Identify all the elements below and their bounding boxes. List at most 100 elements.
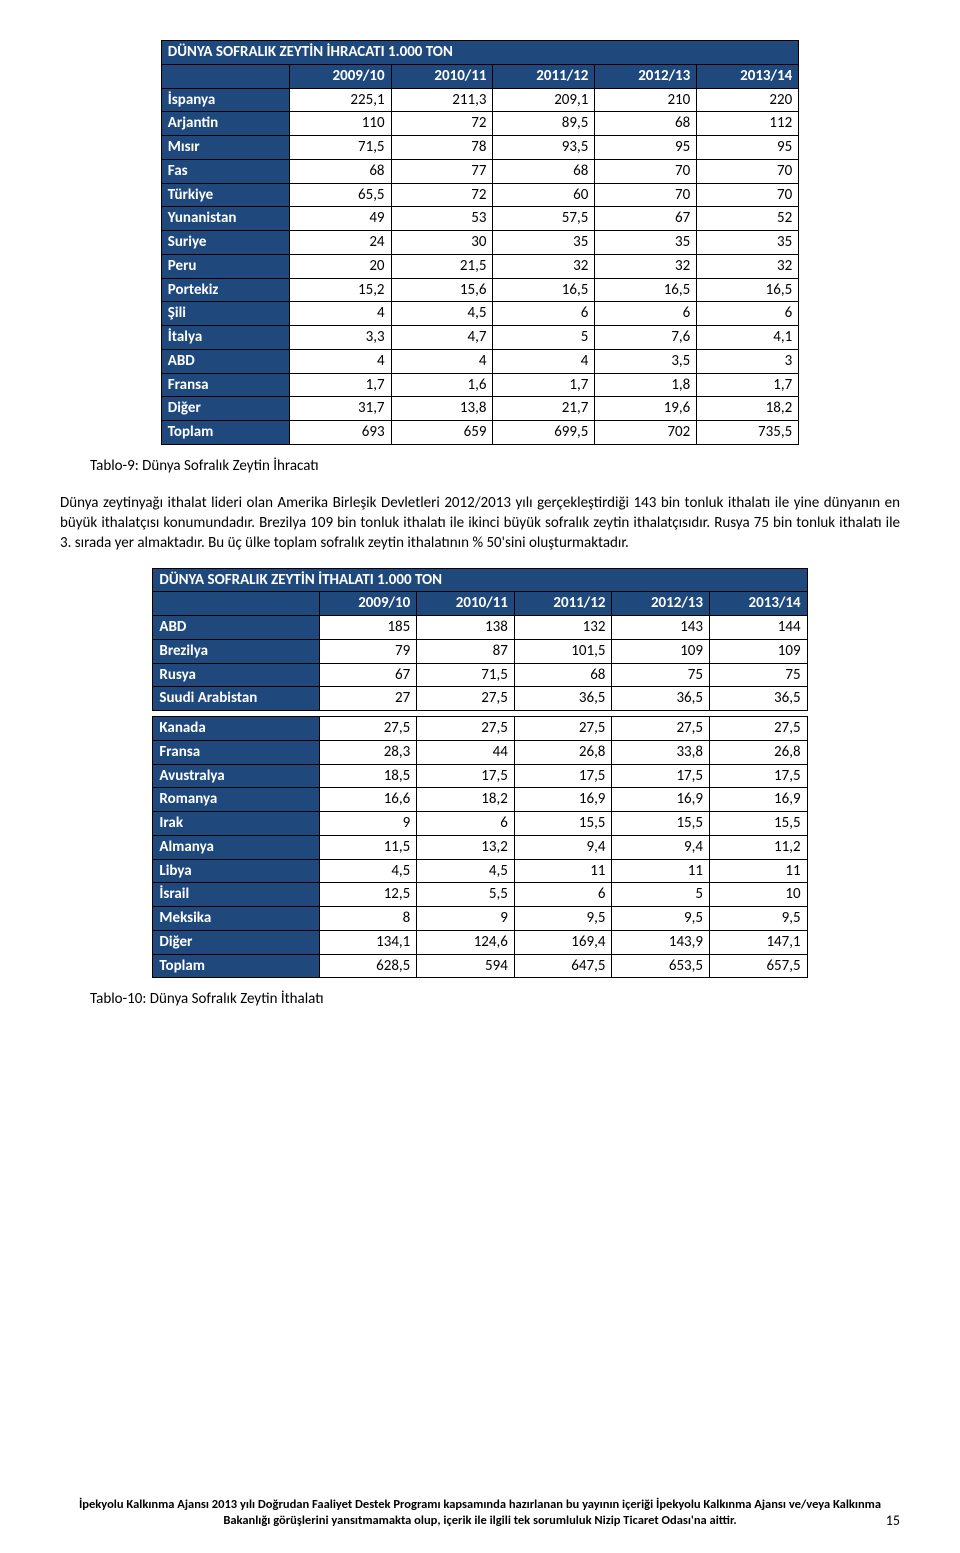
row-label: Meksika — [153, 907, 319, 931]
cell-value: 1,6 — [391, 373, 493, 397]
import-table: DÜNYA SOFRALIK ZEYTİN İTHALATI 1.000 TON… — [152, 568, 807, 979]
import-table-years-row: 2009/10 2010/11 2011/12 2012/13 2013/14 — [153, 592, 807, 616]
cell-value: 15,2 — [289, 278, 391, 302]
cell-value: 16,9 — [612, 788, 710, 812]
cell-value: 6 — [697, 302, 799, 326]
cell-value: 27,5 — [319, 717, 417, 741]
cell-value: 9,5 — [710, 907, 808, 931]
row-label: ABD — [161, 349, 289, 373]
cell-value: 75 — [612, 663, 710, 687]
cell-value: 72 — [391, 112, 493, 136]
year-col: 2013/14 — [697, 64, 799, 88]
cell-value: 628,5 — [319, 954, 417, 978]
cell-value: 15,5 — [514, 812, 612, 836]
table-row: Toplam628,5594647,5653,5657,5 — [153, 954, 807, 978]
cell-value: 1,7 — [289, 373, 391, 397]
table-row: İsrail12,55,56510 — [153, 883, 807, 907]
import-table-caption: Tablo-10: Dünya Sofralık Zeytin İthalatı — [90, 990, 900, 1008]
cell-value: 32 — [595, 254, 697, 278]
cell-value: 9,4 — [514, 835, 612, 859]
cell-value: 4,1 — [697, 326, 799, 350]
table-row: Meksika899,59,59,5 — [153, 907, 807, 931]
row-label: Suriye — [161, 231, 289, 255]
row-label: Yunanistan — [161, 207, 289, 231]
cell-value: 132 — [514, 616, 612, 640]
cell-value: 3 — [697, 349, 799, 373]
cell-value: 594 — [417, 954, 515, 978]
cell-value: 211,3 — [391, 88, 493, 112]
cell-value: 147,1 — [710, 930, 808, 954]
cell-value: 143 — [612, 616, 710, 640]
export-table-caption: Tablo-9: Dünya Sofralık Zeytin İhracatı — [90, 457, 900, 475]
cell-value: 31,7 — [289, 397, 391, 421]
cell-value: 5,5 — [417, 883, 515, 907]
cell-value: 35 — [595, 231, 697, 255]
row-label: Diğer — [153, 930, 319, 954]
cell-value: 18,2 — [697, 397, 799, 421]
blank-header — [161, 64, 289, 88]
cell-value: 7,6 — [595, 326, 697, 350]
cell-value: 15,6 — [391, 278, 493, 302]
cell-value: 44 — [417, 740, 515, 764]
cell-value: 24 — [289, 231, 391, 255]
cell-value: 30 — [391, 231, 493, 255]
footer-disclaimer: İpekyolu Kalkınma Ajansı 2013 yılı Doğru… — [60, 1497, 900, 1530]
cell-value: 4,5 — [417, 859, 515, 883]
cell-value: 143,9 — [612, 930, 710, 954]
cell-value: 17,5 — [514, 764, 612, 788]
cell-value: 11,2 — [710, 835, 808, 859]
cell-value: 27,5 — [612, 717, 710, 741]
cell-value: 18,5 — [319, 764, 417, 788]
cell-value: 657,5 — [710, 954, 808, 978]
table-row: İspanya225,1211,3209,1210220 — [161, 88, 798, 112]
cell-value: 49 — [289, 207, 391, 231]
row-label: İsrail — [153, 883, 319, 907]
cell-value: 36,5 — [612, 687, 710, 711]
export-table: DÜNYA SOFRALIK ZEYTİN İHRACATI 1.000 TON… — [161, 40, 799, 445]
cell-value: 95 — [697, 136, 799, 160]
import-table-title: DÜNYA SOFRALIK ZEYTİN İTHALATI 1.000 TON — [153, 568, 807, 592]
cell-value: 16,9 — [710, 788, 808, 812]
cell-value: 71,5 — [417, 663, 515, 687]
export-table-years-row: 2009/10 2010/11 2011/12 2012/13 2013/14 — [161, 64, 798, 88]
cell-value: 12,5 — [319, 883, 417, 907]
table-row: Mısır71,57893,59595 — [161, 136, 798, 160]
cell-value: 6 — [595, 302, 697, 326]
cell-value: 17,5 — [612, 764, 710, 788]
cell-value: 13,8 — [391, 397, 493, 421]
cell-value: 6 — [493, 302, 595, 326]
cell-value: 67 — [595, 207, 697, 231]
table-row: ABD185138132143144 — [153, 616, 807, 640]
cell-value: 35 — [697, 231, 799, 255]
body-paragraph: Dünya zeytinyağı ithalat lideri olan Ame… — [60, 493, 900, 554]
table-row: Toplam693659699,5702735,5 — [161, 421, 798, 445]
cell-value: 3,3 — [289, 326, 391, 350]
cell-value: 11 — [514, 859, 612, 883]
cell-value: 11 — [710, 859, 808, 883]
cell-value: 27,5 — [417, 687, 515, 711]
table-row: Şili44,5666 — [161, 302, 798, 326]
cell-value: 185 — [319, 616, 417, 640]
cell-value: 52 — [697, 207, 799, 231]
table-row: Peru2021,5323232 — [161, 254, 798, 278]
row-label: Toplam — [161, 421, 289, 445]
cell-value: 68 — [595, 112, 697, 136]
table-row: Türkiye65,572607070 — [161, 183, 798, 207]
cell-value: 19,6 — [595, 397, 697, 421]
cell-value: 4 — [391, 349, 493, 373]
table-row: Libya4,54,5111111 — [153, 859, 807, 883]
cell-value: 124,6 — [417, 930, 515, 954]
cell-value: 78 — [391, 136, 493, 160]
table-row: Avustralya18,517,517,517,517,5 — [153, 764, 807, 788]
cell-value: 6 — [514, 883, 612, 907]
cell-value: 702 — [595, 421, 697, 445]
cell-value: 1,7 — [697, 373, 799, 397]
year-col: 2009/10 — [319, 592, 417, 616]
cell-value: 77 — [391, 159, 493, 183]
cell-value: 70 — [595, 183, 697, 207]
cell-value: 693 — [289, 421, 391, 445]
year-col: 2013/14 — [710, 592, 808, 616]
cell-value: 101,5 — [514, 639, 612, 663]
cell-value: 21,5 — [391, 254, 493, 278]
cell-value: 138 — [417, 616, 515, 640]
